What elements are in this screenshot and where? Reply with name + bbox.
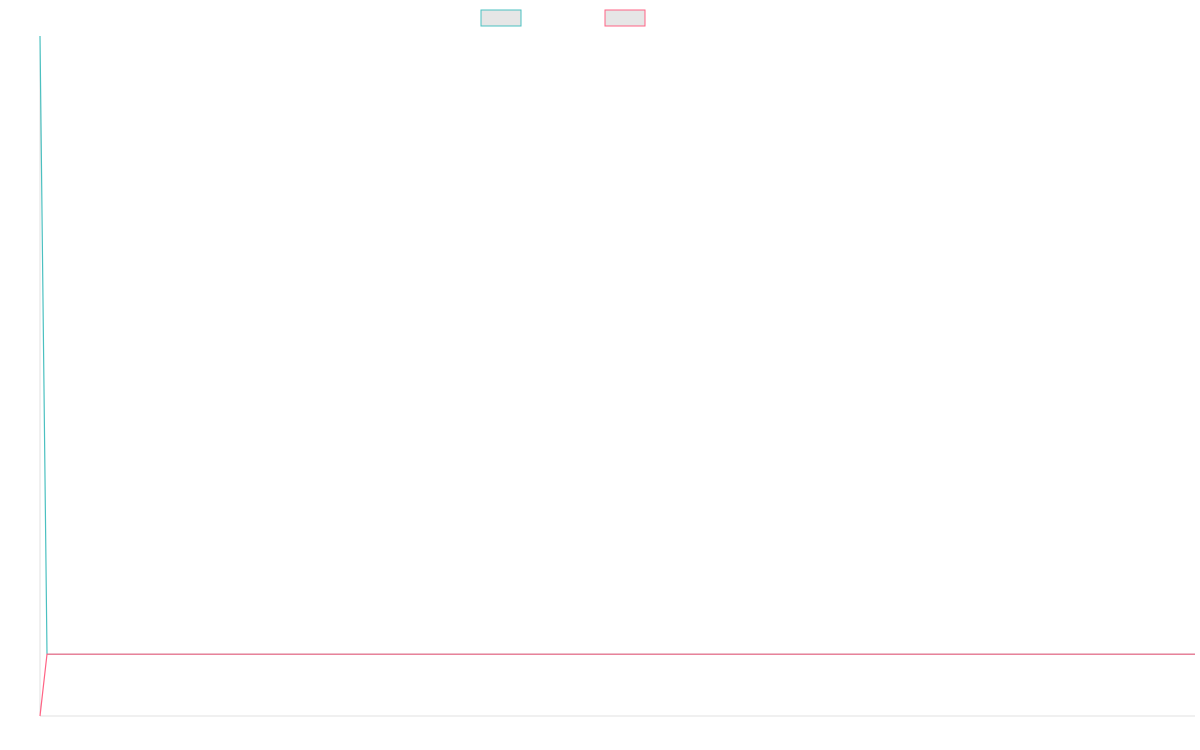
legend-swatch-1[interactable] (480, 9, 522, 27)
legend (480, 9, 646, 27)
legend-swatch-2[interactable] (604, 9, 646, 27)
series-line-1 (39, 35, 1195, 655)
series-layer (39, 35, 1195, 717)
axes (39, 36, 1195, 717)
series-line-2 (39, 653, 1195, 717)
